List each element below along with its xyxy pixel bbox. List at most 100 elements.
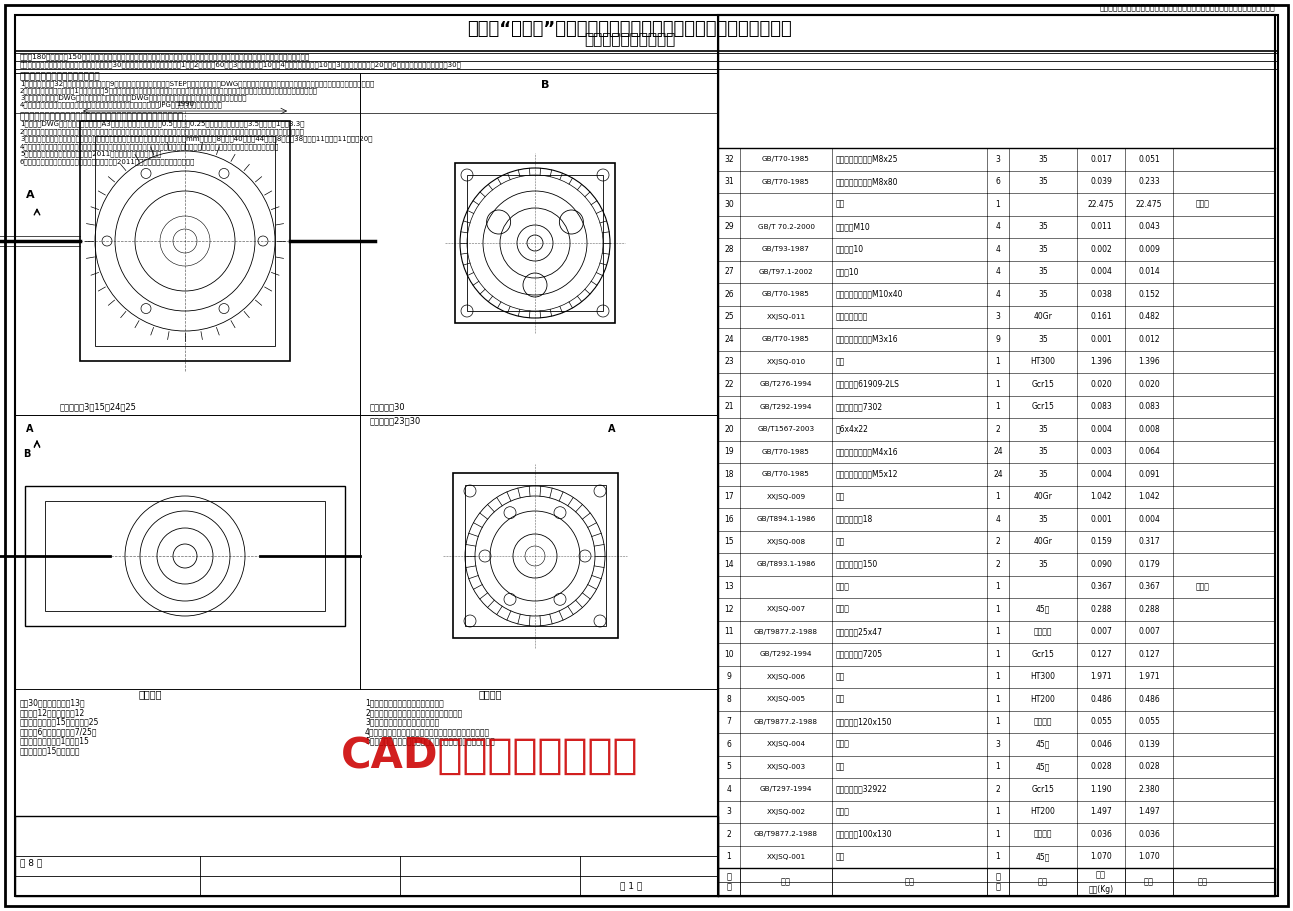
Text: XXJSQ-011: XXJSQ-011 [767, 313, 806, 320]
Text: 0.004: 0.004 [1090, 425, 1112, 434]
Text: 0.011: 0.011 [1090, 222, 1112, 231]
Text: 0.064: 0.064 [1138, 447, 1160, 456]
Text: HT300: HT300 [1031, 672, 1055, 681]
Text: GB/T70-1985: GB/T70-1985 [762, 449, 809, 455]
Text: 1: 1 [996, 650, 1001, 659]
Text: 1: 1 [996, 380, 1001, 389]
Text: GB/T 70.2-2000: GB/T 70.2-2000 [758, 224, 815, 230]
Text: 动传动轴12旋转，传动轴12: 动传动轴12旋转，传动轴12 [19, 708, 85, 717]
Text: 26: 26 [724, 290, 734, 299]
Text: 0.007: 0.007 [1090, 628, 1112, 636]
Text: 传动轴: 传动轴 [837, 605, 850, 614]
Text: 23: 23 [724, 357, 734, 366]
Text: 24: 24 [993, 447, 1003, 456]
Bar [45, 501, 325, 611]
Text: 耐油橡胶: 耐油橡胶 [1033, 717, 1053, 726]
Text: 1.971: 1.971 [1138, 672, 1160, 681]
Text: 0.179: 0.179 [1138, 559, 1160, 568]
Text: 24: 24 [993, 470, 1003, 479]
Text: 5、装配图中的齿轮的吃面合法应符合2011年以后颁发的国际的规定。: 5、装配图中的齿轮的吃面合法应符合2011年以后颁发的国际的规定。 [19, 150, 162, 158]
Text: 耐油橡胶: 耐油橡胶 [1033, 628, 1053, 636]
Text: 2: 2 [996, 559, 1001, 568]
Text: GB/T9877.2-1988: GB/T9877.2-1988 [754, 629, 818, 635]
Text: 2: 2 [996, 784, 1001, 793]
Text: GB/T97.1-2002: GB/T97.1-2002 [759, 269, 813, 275]
Text: 3: 3 [996, 312, 1001, 322]
Text: 3: 3 [996, 155, 1001, 164]
Text: 而通过在连接法兰板1的齿轮15: 而通过在连接法兰板1的齿轮15 [19, 736, 91, 745]
Text: XXJSQ-007: XXJSQ-007 [767, 606, 806, 612]
Text: 35: 35 [1038, 222, 1047, 231]
Text: GB/T70-1985: GB/T70-1985 [762, 471, 809, 477]
Text: 35: 35 [1038, 155, 1047, 164]
Text: 5: 5 [727, 763, 732, 772]
Text: 弹簧垫圈10: 弹簧垫圈10 [837, 245, 864, 254]
Text: 29: 29 [724, 222, 734, 231]
Text: 4: 4 [996, 290, 1001, 299]
Text: 0.028: 0.028 [1138, 763, 1160, 772]
Text: 1: 1 [996, 763, 1001, 772]
Text: 35: 35 [1038, 290, 1047, 299]
Text: 绕固定轴6转动，行星齿轮7/25从: 绕固定轴6转动，行星齿轮7/25从 [19, 727, 97, 736]
Text: 代号: 代号 [781, 877, 791, 886]
Text: 2: 2 [996, 425, 1001, 434]
Text: 0.012: 0.012 [1138, 334, 1160, 343]
Bar [718, 15, 1275, 896]
Text: 0.020: 0.020 [1090, 380, 1112, 389]
Text: 0.038: 0.038 [1090, 290, 1112, 299]
Text: 电机30转动通过联轴器13带: 电机30转动通过联轴器13带 [19, 699, 85, 708]
Text: 1: 1 [996, 582, 1001, 591]
Text: 0.055: 0.055 [1138, 717, 1160, 726]
Bar [465, 485, 606, 626]
Text: 技术要求: 技术要求 [478, 689, 502, 699]
Text: 4、爆炸图中爆炸零件、装置时，爆炸图中也相应爆炸，生产爆炸图后存为JPG图像，放在考生文件夹下。: 4、爆炸图中爆炸零件、装置时，爆炸图中也相应爆炸，生产爆炸图后存为JPG图像，放… [19, 102, 222, 108]
Text: 35: 35 [1038, 559, 1047, 568]
Text: 4: 4 [996, 515, 1001, 524]
Text: 1、零件在装配前清理干净，去毛刺。: 1、零件在装配前清理干净，去毛刺。 [365, 699, 443, 708]
Text: 45钢: 45钢 [1036, 740, 1050, 749]
Text: 1、已绘定DWG格式的图形模板，幅面A3；比例自定；图线：粗实线0.5，细实线0.25；字体（仿宋）：字号3.5，箭头长1，长3.3。: 1、已绘定DWG格式的图形模板，幅面A3；比例自定；图线：粗实线0.5，细实线0… [19, 120, 304, 128]
Text: 一、行星减速器零件及组装要求：: 一、行星减速器零件及组装要求： [19, 73, 101, 81]
Text: 单重: 单重 [1096, 871, 1106, 879]
Text: 0.482: 0.482 [1138, 312, 1160, 322]
Text: 1、行星减速器共32种零件。除按要求需建的9个零件之外，其余零件已创建STEP格式的三维模型或DWG图纸。行星减速器的配示意图如下图所示，请按你认为正确的方式组: 1、行星减速器共32种零件。除按要求需建的9个零件之外，其余零件已创建STEP格… [19, 81, 374, 87]
Text: 平垫圈10: 平垫圈10 [837, 267, 860, 276]
Text: GB/T292-1994: GB/T292-1994 [760, 651, 812, 657]
Bar [16, 73, 359, 415]
Text: 1: 1 [996, 200, 1001, 209]
Bar [25, 486, 345, 626]
Text: 14: 14 [724, 559, 734, 568]
Text: 唇形密封圈25x47: 唇形密封圈25x47 [837, 628, 883, 636]
Text: 0.055: 0.055 [1090, 717, 1112, 726]
Text: 0.139: 0.139 [1138, 740, 1160, 749]
Text: 内六角圆柱头螺钉M8x25: 内六角圆柱头螺钉M8x25 [837, 155, 899, 164]
Text: HT200: HT200 [1031, 695, 1055, 704]
Text: 35: 35 [1038, 178, 1047, 186]
Bar [467, 175, 603, 311]
Text: 0.008: 0.008 [1138, 425, 1160, 434]
Text: 1.971: 1.971 [1090, 672, 1112, 681]
Text: GB/T894.1-1986: GB/T894.1-1986 [756, 517, 816, 522]
Text: 质量(Kg): 质量(Kg) [1089, 885, 1113, 894]
Text: 箱体: 箱体 [837, 853, 846, 861]
Text: 内六角圆柱头螺钉M10x40: 内六角圆柱头螺钉M10x40 [837, 290, 904, 299]
Text: 时间：180分钟，共计150分。以考号为名称建立文件夹，标题栏中右下角填写考号（不能填写姓名等）。完成后，文件夹压缩上传到指定位置。: 时间：180分钟，共计150分。以考号为名称建立文件夹，标题栏中右下角填写考号（… [19, 54, 310, 60]
Text: 齿圈: 齿圈 [837, 492, 846, 501]
Text: 圆锥滚子轴承32922: 圆锥滚子轴承32922 [837, 784, 888, 793]
Text: 19: 19 [724, 447, 734, 456]
Text: 键6x4x22: 键6x4x22 [837, 425, 869, 434]
Text: XXJSQ-002: XXJSQ-002 [767, 809, 806, 814]
Text: 0.288: 0.288 [1090, 605, 1112, 614]
Text: GB/T893.1-1986: GB/T893.1-1986 [756, 561, 816, 568]
Text: GB/T9877.2-1988: GB/T9877.2-1988 [754, 831, 818, 837]
Text: 4: 4 [996, 245, 1001, 254]
Text: 0.486: 0.486 [1090, 695, 1112, 704]
Text: 1: 1 [996, 357, 1001, 366]
Text: 1: 1 [996, 605, 1001, 614]
Text: 1: 1 [996, 628, 1001, 636]
Bar [359, 73, 718, 415]
Text: 35: 35 [1038, 470, 1047, 479]
Text: 1.190: 1.190 [1090, 784, 1112, 793]
Text: GB/T70-1985: GB/T70-1985 [762, 179, 809, 185]
Text: 孔用弹性挡圈150: 孔用弹性挡圈150 [837, 559, 878, 568]
